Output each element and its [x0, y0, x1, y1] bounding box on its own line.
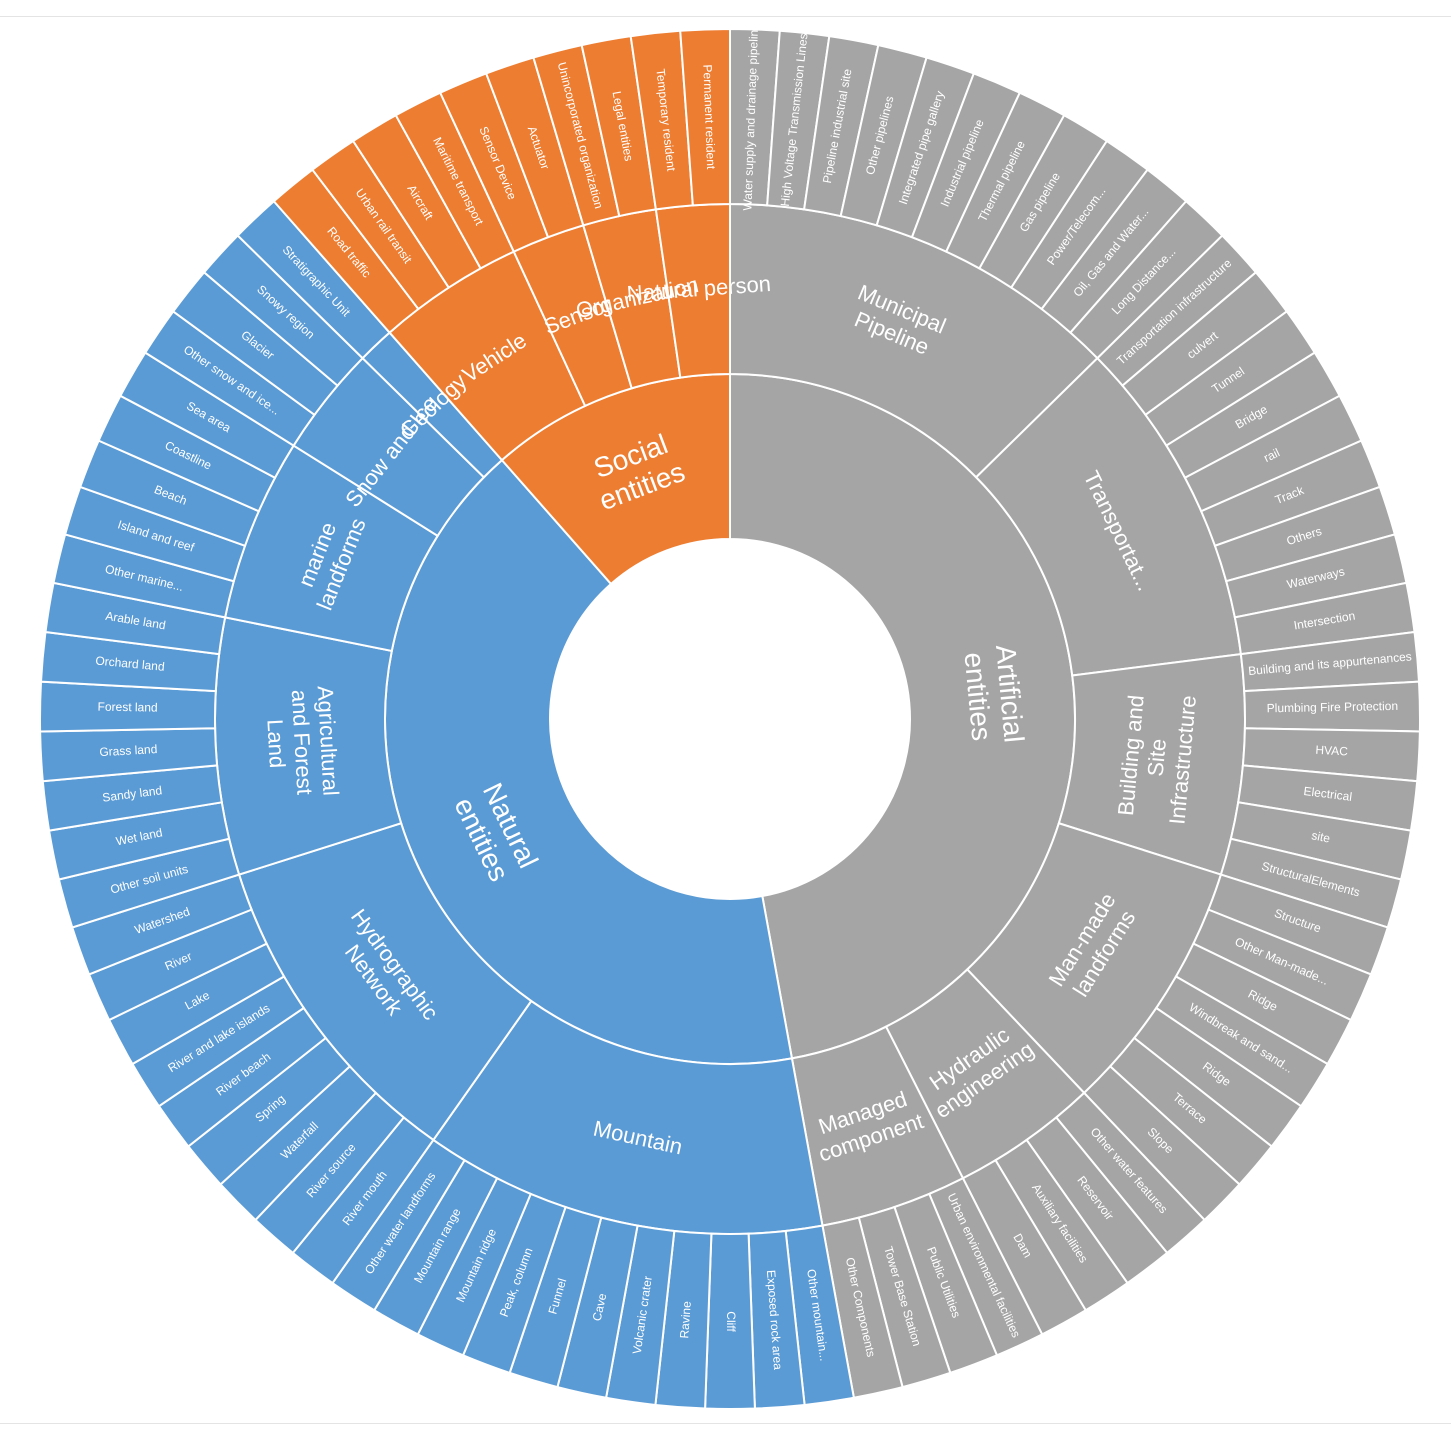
center-hole	[551, 540, 909, 898]
label-site: site	[1310, 828, 1331, 845]
label-artificial-entities: Artificialentities	[958, 643, 1030, 746]
sunburst-chart: ArtificialentitiesMunicipalPipelineWater…	[39, 23, 1422, 1410]
label-forest-land: Forest land	[97, 700, 157, 715]
label-natural-entities: Naturalentities	[448, 778, 544, 887]
label-grass-land: Grass land	[99, 742, 158, 759]
label-ravine: Ravine	[677, 1300, 694, 1339]
label-cliff: Cliff	[724, 1311, 738, 1332]
label-orchard-land: Orchard land	[95, 654, 165, 674]
label-plumbing-fire-protection: Plumbing Fire Protection	[1267, 699, 1399, 715]
label-electrical: Electrical	[1303, 784, 1353, 804]
label-permanent-resident: Permanent resident	[700, 64, 718, 170]
label-agricultural-and-forest-land: Agriculturaland ForestLand	[261, 685, 344, 799]
segment-permanent-resident	[679, 27, 731, 207]
label-hvac: HVAC	[1315, 743, 1348, 759]
label-cave: Cave	[590, 1292, 610, 1323]
label-water-supply-and-drainage-pipeline: Water supply and drainage pipeline	[741, 23, 762, 211]
label-rail: rail	[1262, 446, 1283, 466]
chart-frame: Artificialentities MunicipalPipeline Water…	[0, 16, 1451, 1424]
